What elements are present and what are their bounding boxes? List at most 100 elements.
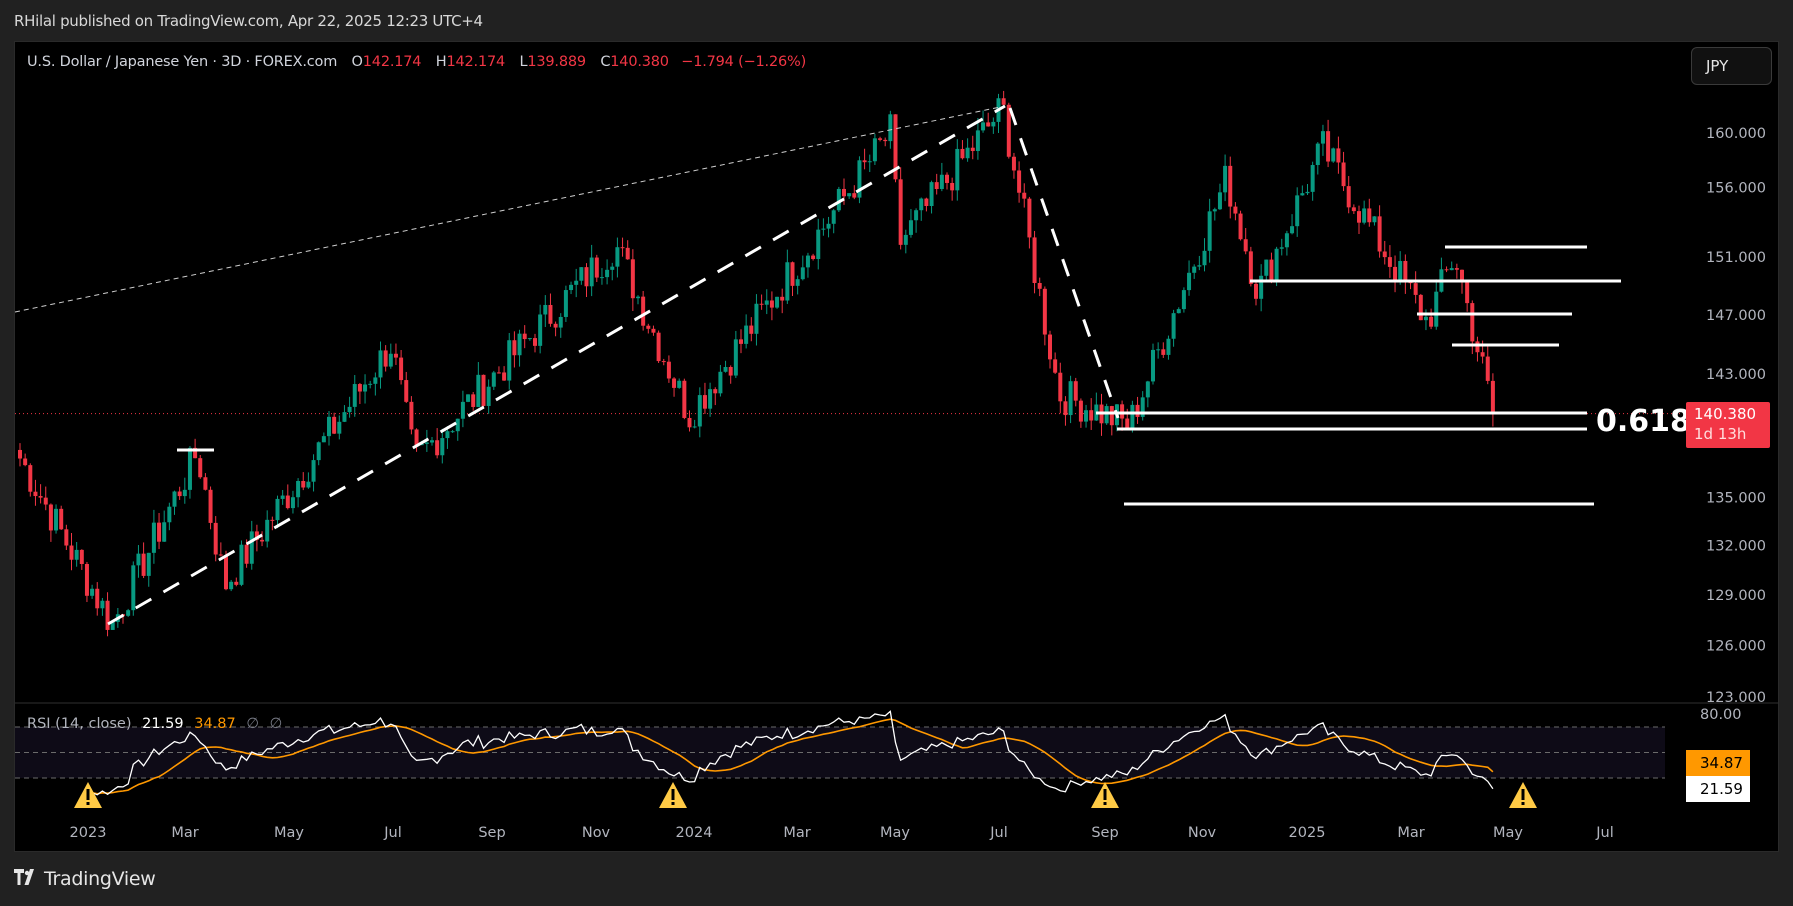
candle <box>718 371 723 394</box>
candle <box>48 504 53 531</box>
candle <box>702 395 707 409</box>
candle <box>517 333 522 356</box>
candle <box>254 531 259 540</box>
candle <box>327 416 331 437</box>
candle <box>126 610 131 616</box>
candle <box>316 442 321 461</box>
currency-button[interactable]: JPY <box>1691 47 1772 85</box>
candle <box>800 267 805 280</box>
candle <box>1460 269 1464 283</box>
candle <box>430 440 434 443</box>
candle <box>893 114 898 180</box>
candle <box>249 531 254 564</box>
candle <box>1181 290 1186 310</box>
candle <box>1151 349 1155 382</box>
rsi-ma-line <box>91 718 1494 795</box>
candle <box>661 361 666 363</box>
close-label: C <box>600 54 611 70</box>
candle <box>697 395 702 427</box>
candle <box>728 367 733 376</box>
candle <box>754 303 759 334</box>
candle <box>1078 400 1083 422</box>
low-value: 139.889 <box>527 54 586 70</box>
candle <box>527 338 532 340</box>
candle <box>836 188 841 211</box>
candle <box>847 193 852 197</box>
candle <box>363 384 368 392</box>
candle <box>1084 410 1089 422</box>
candle <box>404 380 409 402</box>
candle <box>1089 410 1094 421</box>
candle <box>23 458 28 466</box>
candle <box>790 262 795 286</box>
candle <box>636 296 640 299</box>
candle <box>1254 283 1258 299</box>
fib-level-label: 0.618 <box>1596 404 1691 439</box>
candle <box>852 193 857 198</box>
candle <box>862 160 867 163</box>
candle <box>1398 260 1403 282</box>
open-value: 142.174 <box>362 54 422 70</box>
candle <box>960 148 965 159</box>
candle <box>878 138 883 140</box>
high-label: H <box>435 54 447 70</box>
rsi-axis-top: 80.00 <box>1700 707 1742 723</box>
candle <box>193 447 198 459</box>
candle <box>1125 418 1130 429</box>
candle <box>805 255 810 268</box>
candle <box>646 325 651 329</box>
candle <box>332 416 337 434</box>
candle <box>481 374 486 406</box>
candle <box>393 353 398 358</box>
candle <box>496 372 501 374</box>
candle <box>1315 143 1320 166</box>
candle <box>1351 207 1356 212</box>
candle <box>857 160 862 198</box>
tradingview-logo-icon <box>14 868 38 890</box>
candle <box>605 269 610 278</box>
candle <box>172 491 177 507</box>
candle <box>620 247 625 249</box>
candle <box>1362 208 1367 223</box>
candle <box>1207 211 1212 251</box>
candle <box>1454 268 1459 270</box>
price-tick: 156.000 <box>1706 180 1766 196</box>
chart-panel[interactable] <box>14 41 1779 852</box>
price-tick: 143.000 <box>1706 367 1766 383</box>
candle <box>146 552 151 576</box>
bar-countdown: 1d 13h <box>1694 425 1747 443</box>
candle <box>1434 291 1439 327</box>
candle <box>337 421 342 434</box>
candle <box>1372 216 1377 223</box>
candle <box>450 431 455 433</box>
candle <box>321 436 326 443</box>
candle <box>466 394 471 402</box>
candle <box>599 277 604 279</box>
candle <box>69 545 74 560</box>
candle <box>1248 251 1253 284</box>
candle <box>744 325 749 344</box>
candle <box>74 549 79 560</box>
candle <box>975 130 980 152</box>
candle <box>296 480 301 498</box>
candle <box>1176 309 1181 314</box>
candle <box>43 497 48 505</box>
candle <box>409 401 414 430</box>
candle <box>934 182 939 189</box>
candle <box>682 380 687 418</box>
long-trendline[interactable] <box>14 105 1006 313</box>
candle <box>368 383 373 385</box>
candle <box>872 138 877 162</box>
rising-trendline[interactable] <box>107 104 1006 626</box>
candle <box>775 296 780 308</box>
price-tick: 147.000 <box>1706 308 1766 324</box>
candle <box>187 447 192 490</box>
falling-trendline[interactable] <box>1008 107 1120 419</box>
rsi-extra-2: ∅ <box>269 716 283 732</box>
time-tick: Nov <box>1188 825 1217 841</box>
tradingview-logo[interactable]: TradingView <box>14 868 156 890</box>
candle <box>440 438 445 456</box>
candle <box>553 323 558 328</box>
candle <box>883 139 888 142</box>
